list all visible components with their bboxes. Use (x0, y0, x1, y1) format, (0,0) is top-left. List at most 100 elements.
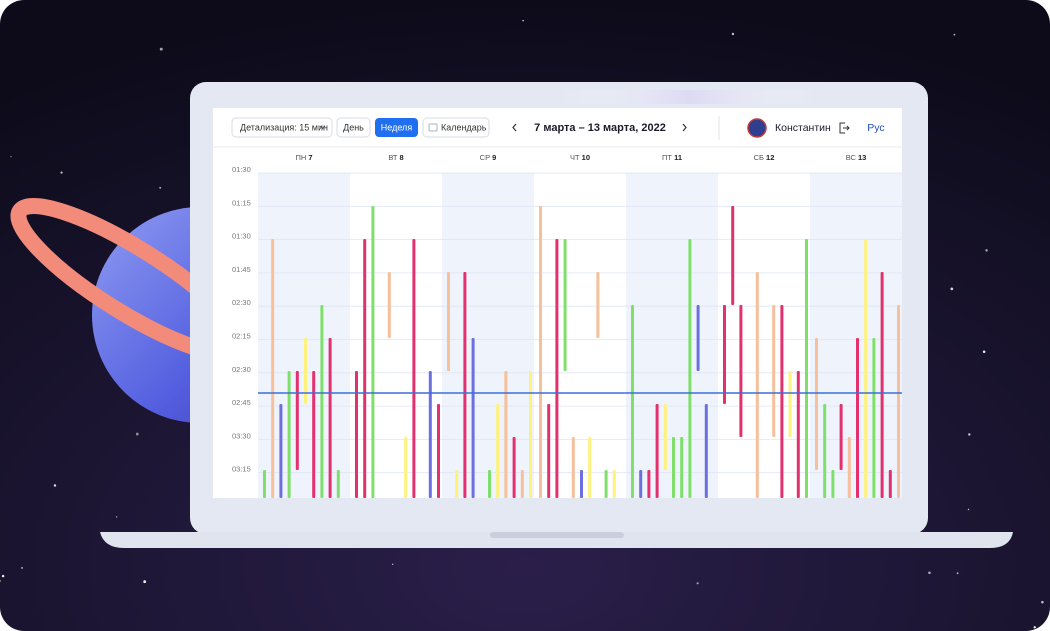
user-name: Константин (775, 122, 831, 134)
event-bar (680, 437, 684, 498)
event-bar (428, 371, 432, 498)
event-bar (488, 470, 491, 498)
event-bar (571, 437, 575, 498)
calendar-icon (428, 123, 438, 132)
event-bar (304, 338, 307, 404)
day-header: СБ 12 (754, 153, 775, 162)
language[interactable]: Рус (867, 122, 884, 134)
event-bar (471, 338, 475, 498)
event-bar (888, 470, 892, 498)
calendar: ПН 7 ВТ 8 СР 9 ЧТ 10 ПТ 11 СБ 12 ВС 13 01:30 01:… (213, 146, 902, 507)
event-bar (404, 437, 408, 498)
star (391, 563, 394, 565)
event-bar (287, 371, 291, 498)
event-bar (555, 239, 559, 498)
prev-arrow[interactable] (512, 123, 517, 132)
day-number: 12 (766, 153, 774, 162)
time-label: 01:15 (232, 198, 251, 207)
star (956, 572, 959, 575)
day-header: СР 9 (480, 153, 497, 162)
event-bar (504, 371, 508, 498)
day-number: 10 (582, 153, 590, 162)
event-bar (739, 305, 743, 437)
event-bar (772, 305, 776, 437)
event-bar (872, 338, 876, 498)
detail-button[interactable] (231, 117, 333, 138)
toolbar: Детализация: 15 мин День Неделя Календар… (231, 116, 885, 140)
logout-icon[interactable] (839, 122, 850, 134)
event-bar (529, 371, 532, 498)
event-bar (412, 239, 416, 498)
event-bar (463, 272, 467, 498)
event-bar (271, 239, 275, 498)
star (135, 432, 139, 436)
event-bar (864, 239, 868, 498)
day-name: ВТ (388, 153, 398, 162)
day-number: 11 (674, 153, 682, 162)
star (143, 580, 147, 584)
day-name: ЧТ (570, 153, 580, 162)
event-bar (387, 272, 391, 338)
day-header: ВС 13 (846, 153, 867, 162)
event-bar (547, 404, 551, 498)
event-bar (823, 404, 827, 498)
event-bar (363, 239, 367, 498)
day-name: ПН (295, 153, 306, 162)
event-bar (437, 404, 440, 498)
star (953, 33, 956, 36)
stars (0, 19, 1044, 629)
star (0, 580, 1, 582)
event-bar (696, 305, 700, 371)
event-bar (655, 404, 659, 498)
event-bar (731, 206, 735, 305)
star (10, 156, 12, 158)
event-bar (336, 470, 340, 498)
day-header: ПН 7 (295, 153, 312, 162)
star (21, 567, 23, 569)
event-bar (723, 305, 726, 404)
calendar-button[interactable] (422, 117, 490, 138)
next-arrow[interactable] (682, 123, 687, 132)
detail-label: Детализация: 15 мин (240, 122, 328, 132)
event-bar (880, 272, 884, 498)
week-button[interactable] (375, 118, 418, 137)
avatar[interactable] (747, 118, 767, 138)
event-bar (672, 437, 675, 498)
star (1033, 626, 1036, 629)
event-bar (263, 470, 266, 498)
time-label: 03:30 (232, 498, 251, 507)
event-bar (520, 470, 524, 498)
star (53, 484, 57, 487)
star (159, 47, 163, 51)
event-bar (512, 437, 516, 498)
event-bar (647, 470, 651, 498)
event-bar (788, 371, 792, 437)
event-bar (295, 371, 299, 470)
event-bar (355, 371, 358, 498)
star (982, 350, 986, 353)
event-bar (580, 470, 583, 498)
time-label: 03:30 (232, 431, 251, 440)
event-bar (688, 239, 692, 498)
laptop-base (100, 532, 1013, 548)
event-bar (704, 404, 708, 498)
column-shade (442, 173, 534, 498)
glow (560, 90, 820, 104)
event-bar (847, 437, 851, 498)
event-bar (496, 404, 500, 498)
event-bar (371, 206, 375, 498)
day-button[interactable] (336, 117, 371, 138)
time-label: 02:30 (232, 365, 251, 374)
event-bar (328, 338, 332, 498)
time-label: 02:15 (232, 331, 251, 340)
event-bar (588, 437, 592, 498)
event-bar (455, 470, 459, 498)
event-bar (447, 272, 450, 371)
event-bar (815, 338, 818, 470)
star (968, 433, 971, 436)
day-number: 7 (308, 153, 312, 162)
event-bar (780, 305, 784, 498)
event-bar (320, 305, 324, 498)
event-bar (639, 470, 643, 498)
